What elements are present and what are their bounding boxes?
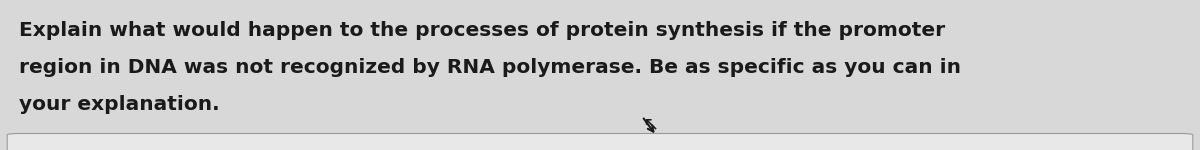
Text: Explain what would happen to the processes of protein synthesis if the promoter: Explain what would happen to the process… (19, 21, 946, 39)
Text: ↖: ↖ (642, 114, 659, 133)
Text: region in DNA was not recognized by RNA polymerase. Be as specific as you can in: region in DNA was not recognized by RNA … (19, 58, 961, 77)
Text: your explanation.: your explanation. (19, 96, 220, 114)
FancyBboxPatch shape (7, 134, 1193, 150)
